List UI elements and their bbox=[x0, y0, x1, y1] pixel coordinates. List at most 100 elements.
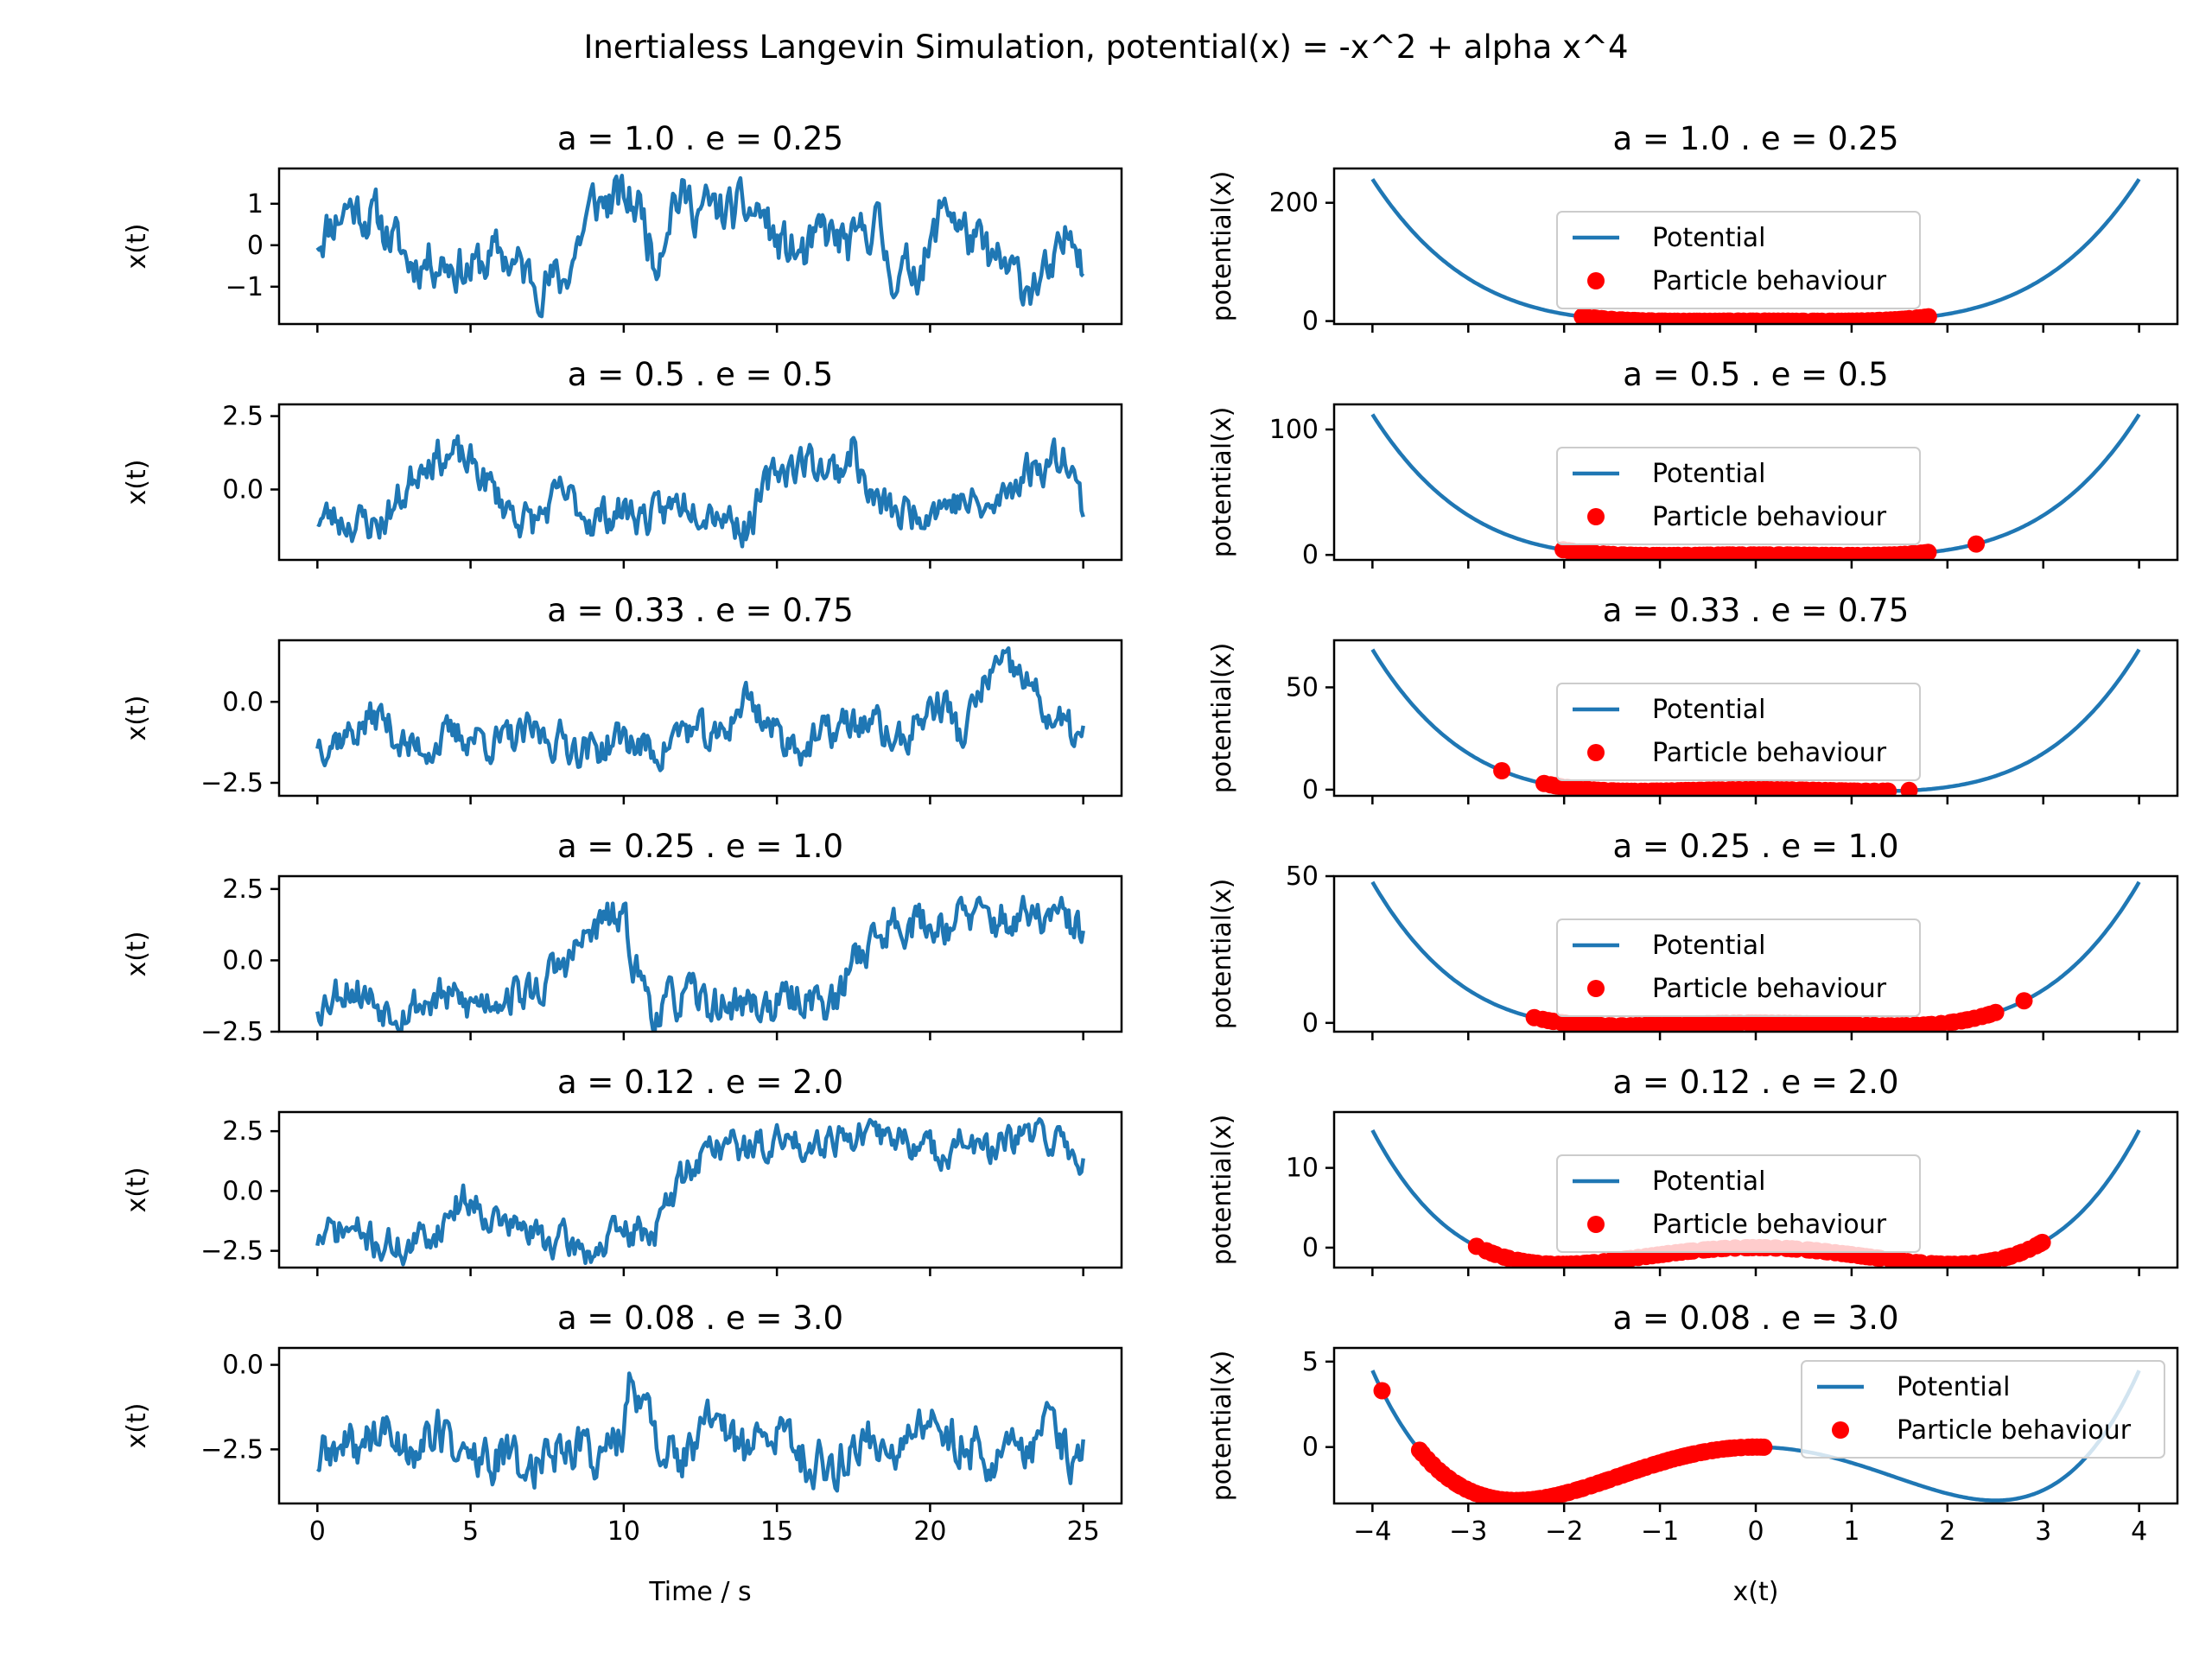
particle-dot bbox=[1986, 1003, 2005, 1021]
legend-dot-swatch bbox=[1587, 744, 1605, 761]
y-tick-label: −2.5 bbox=[200, 1236, 264, 1267]
figure-title: Inertialess Langevin Simulation, potenti… bbox=[583, 29, 1628, 66]
y-axis-label: x(t) bbox=[122, 224, 152, 270]
panel-title: a = 0.25 . e = 1.0 bbox=[557, 828, 843, 865]
y-axis-label: x(t) bbox=[122, 696, 152, 741]
legend-dot-swatch bbox=[1587, 980, 1605, 997]
axes-frame bbox=[1332, 403, 2179, 562]
y-tick-label: 50 bbox=[1286, 672, 1319, 702]
potential-panel-2: a = 0.5 . e = 0.5 0 100 potential(x) Potenti… bbox=[1207, 356, 2179, 570]
y-tick-label: 0 bbox=[247, 231, 264, 261]
y-tick-label: 0 bbox=[1302, 1233, 1319, 1263]
potential-panel-6: a = 0.08 . e = 3.0 −4 −3 −2 −1 0 1 2 3 4 0 5 potenti… bbox=[1207, 1300, 2179, 1607]
y-tick-label: 5 bbox=[1302, 1347, 1319, 1377]
x-tick-label: 15 bbox=[760, 1516, 793, 1547]
y-axis-label: potential(x) bbox=[1207, 879, 1237, 1030]
y-tick-label: 2.5 bbox=[222, 1116, 264, 1147]
y-tick-label: 0 bbox=[1302, 540, 1319, 570]
y-tick-label: 0.0 bbox=[222, 1351, 264, 1381]
potential-panel-5: a = 0.12 . e = 2.0 0 10 potential(x) Potenti… bbox=[1207, 1064, 2179, 1276]
y-tick-label: −1 bbox=[226, 272, 264, 302]
x-tick-label: 25 bbox=[1067, 1516, 1100, 1547]
y-tick-label: −2.5 bbox=[200, 1017, 264, 1047]
y-tick-label: 0 bbox=[1302, 1433, 1319, 1463]
y-tick-label: 2.5 bbox=[222, 402, 264, 432]
y-axis-label: potential(x) bbox=[1207, 407, 1237, 558]
trajectory-panel-6: a = 0.08 . e = 3.0 0 5 10 15 20 25 −2.5 0.0 x(t) T… bbox=[122, 1300, 1123, 1607]
trajectory-series bbox=[315, 174, 1085, 319]
y-tick-label: 1 bbox=[247, 189, 264, 219]
x-tick-label: −2 bbox=[1545, 1516, 1583, 1547]
legend-label-particle: Particle behaviour bbox=[1897, 1415, 2132, 1446]
legend-label-particle: Particle behaviour bbox=[1652, 974, 1887, 1004]
trajectory-series bbox=[315, 1371, 1085, 1493]
x-tick-label: 10 bbox=[607, 1516, 640, 1547]
plot-area bbox=[315, 894, 1085, 1032]
trajectory-panel-1: a = 1.0 . e = 0.25 −1 0 1 x(t) bbox=[122, 120, 1123, 333]
trajectory-series bbox=[316, 434, 1085, 549]
y-tick-label: 0.0 bbox=[222, 945, 264, 976]
legend: Potential Particle behaviour bbox=[1556, 211, 1921, 309]
legend-label-particle: Particle behaviour bbox=[1652, 502, 1887, 532]
y-tick-label: 100 bbox=[1269, 415, 1319, 445]
particle-dot bbox=[1493, 762, 1511, 779]
legend: Potential Particle behaviour bbox=[1556, 918, 1921, 1017]
x-tick-label: −3 bbox=[1449, 1516, 1487, 1547]
panel-title: a = 1.0 . e = 0.25 bbox=[1613, 120, 1899, 157]
panel-title: a = 0.12 . e = 2.0 bbox=[1613, 1064, 1899, 1101]
legend-box bbox=[1556, 447, 1921, 545]
axes-frame bbox=[277, 167, 1123, 326]
y-tick-label: 0.0 bbox=[222, 1176, 264, 1206]
legend-label-particle: Particle behaviour bbox=[1652, 738, 1887, 768]
y-tick-label: 2.5 bbox=[222, 874, 264, 905]
legend-dot-swatch bbox=[1587, 1216, 1605, 1233]
particle-dot bbox=[1919, 308, 1937, 324]
legend-label-potential: Potential bbox=[1652, 1166, 1765, 1197]
legend-dot-swatch bbox=[1587, 508, 1605, 525]
legend-label-particle: Particle behaviour bbox=[1652, 1210, 1887, 1240]
potential-panel-4: a = 0.25 . e = 1.0 0 50 potential(x) Potenti… bbox=[1207, 828, 2179, 1040]
legend: Potential Particle behaviour bbox=[1801, 1360, 2165, 1459]
plot-area bbox=[1370, 413, 2141, 560]
legend-box bbox=[1556, 918, 1921, 1017]
panel-title: a = 0.08 . e = 3.0 bbox=[557, 1300, 843, 1337]
potential-panel-1: a = 1.0 . e = 0.25 0 200 potential(x) Potent… bbox=[1207, 120, 2179, 337]
trajectory-panel-2: a = 0.5 . e = 0.5 0.0 2.5 x(t) bbox=[122, 356, 1123, 569]
potential-panel-3: a = 0.33 . e = 0.75 0 50 potential(x) Potent… bbox=[1207, 592, 2179, 805]
trajectory-panel-3: a = 0.33 . e = 0.75 −2.5 0.0 x(t) bbox=[122, 592, 1123, 804]
y-axis-label: x(t) bbox=[122, 931, 152, 977]
panel-title: a = 0.12 . e = 2.0 bbox=[557, 1064, 843, 1101]
legend: Potential Particle behaviour bbox=[1556, 447, 1921, 545]
axes-frame bbox=[277, 874, 1123, 1033]
legend-dot-swatch bbox=[1587, 272, 1605, 289]
axes-frame bbox=[277, 639, 1123, 798]
legend-label-particle: Particle behaviour bbox=[1652, 266, 1887, 296]
axes-frame bbox=[1332, 874, 2179, 1033]
panel-title: a = 0.33 . e = 0.75 bbox=[1603, 592, 1910, 629]
y-tick-label: 0 bbox=[1302, 775, 1319, 805]
plot-area bbox=[1370, 880, 2141, 1032]
legend-label-potential: Potential bbox=[1652, 695, 1765, 725]
y-tick-label: 0.0 bbox=[222, 474, 264, 505]
panel-title: a = 1.0 . e = 0.25 bbox=[557, 120, 843, 157]
legend-label-potential: Potential bbox=[1897, 1372, 2010, 1402]
trajectory-panel-5: a = 0.12 . e = 2.0 −2.5 0.0 2.5 x(t) bbox=[122, 1064, 1123, 1276]
particle-dot bbox=[1879, 782, 1897, 796]
legend-label-potential: Potential bbox=[1652, 223, 1765, 253]
plot-area bbox=[315, 174, 1085, 319]
y-tick-label: −2.5 bbox=[200, 768, 264, 798]
y-tick-label: 0.0 bbox=[222, 687, 264, 717]
particle-dot bbox=[1373, 1382, 1391, 1400]
legend-box bbox=[1556, 211, 1921, 309]
y-axis-label: potential(x) bbox=[1207, 1115, 1237, 1266]
x-tick-label: −4 bbox=[1353, 1516, 1391, 1547]
particle-dot bbox=[2033, 1233, 2051, 1251]
y-axis-label: x(t) bbox=[122, 1167, 152, 1213]
trajectory-series bbox=[315, 1116, 1085, 1267]
legend: Potential Particle behaviour bbox=[1556, 1154, 1921, 1253]
legend-label-potential: Potential bbox=[1652, 931, 1765, 961]
legend-box bbox=[1556, 683, 1921, 781]
legend-dot-swatch bbox=[1832, 1421, 1849, 1439]
trajectory-series bbox=[315, 645, 1085, 772]
